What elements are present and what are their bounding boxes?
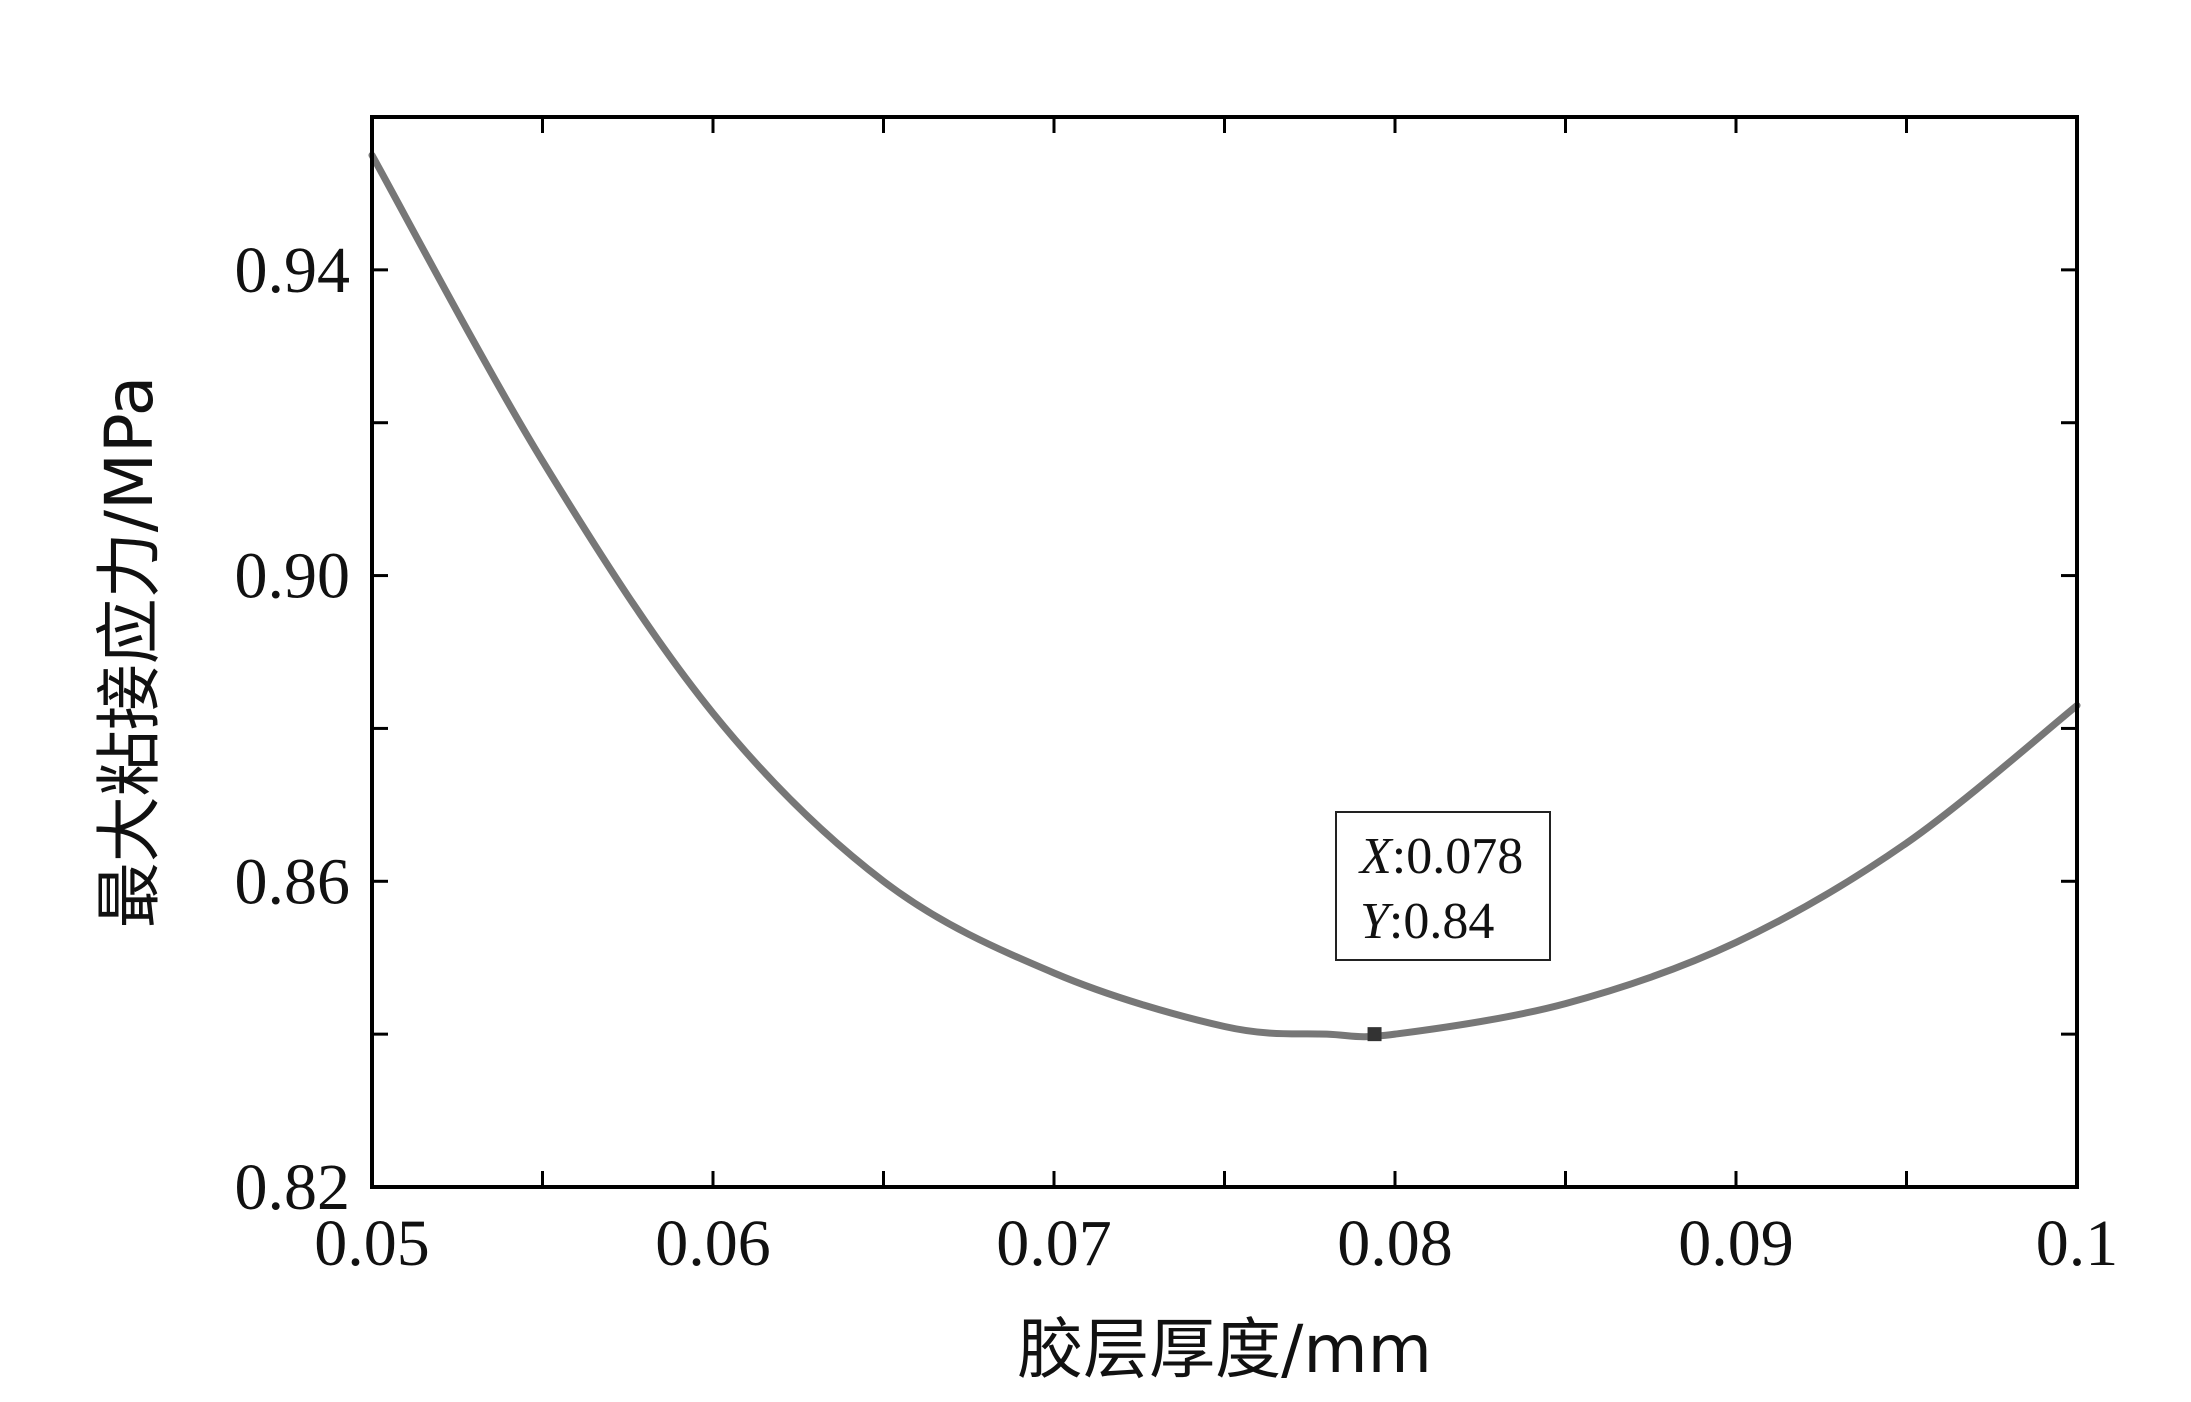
y-tick-label: 0.90 [235, 540, 351, 613]
axis-ticks [372, 117, 2077, 1187]
x-tick-label: 0.09 [1678, 1207, 1794, 1280]
y-tick-label: 0.86 [235, 845, 351, 918]
datatip-y-key: Y [1360, 893, 1394, 950]
datatip-y-value: 0.84 [1403, 893, 1494, 950]
series-line [368, 151, 2081, 1041]
y-tick-label: 0.94 [235, 234, 351, 307]
datatip-separator: : [1392, 828, 1406, 885]
datatip-x-value: 0.078 [1406, 828, 1523, 885]
x-tick-label: 0.05 [314, 1207, 430, 1280]
x-tick-label: 0.1 [2036, 1207, 2119, 1280]
x-tick-label: 0.08 [1337, 1207, 1453, 1280]
datatip-separator: : [1389, 893, 1403, 950]
datatip-marker [1367, 1027, 1382, 1042]
datatip-y-line: Y:0.84 [1360, 893, 1494, 950]
y-tick-labels: 0.82 0.86 0.90 0.94 [235, 234, 351, 1224]
x-axis-title: 胶层厚度/mm [1017, 1311, 1432, 1388]
plot-frame [370, 115, 2079, 1189]
x-tick-label: 0.06 [655, 1207, 771, 1280]
datatip-x-key: X [1358, 828, 1394, 885]
datatip-x-line: X:0.078 [1358, 828, 1523, 885]
datatip-box [1335, 811, 1551, 961]
y-axis-title: 最大粘接应力/MPa [91, 376, 168, 928]
x-tick-label: 0.07 [996, 1207, 1112, 1280]
y-tick-label: 0.82 [235, 1151, 351, 1224]
datatip: X:0.078 Y:0.84 [1335, 811, 1551, 961]
x-tick-labels: 0.05 0.06 0.07 0.08 0.09 0.1 [314, 1207, 2118, 1280]
